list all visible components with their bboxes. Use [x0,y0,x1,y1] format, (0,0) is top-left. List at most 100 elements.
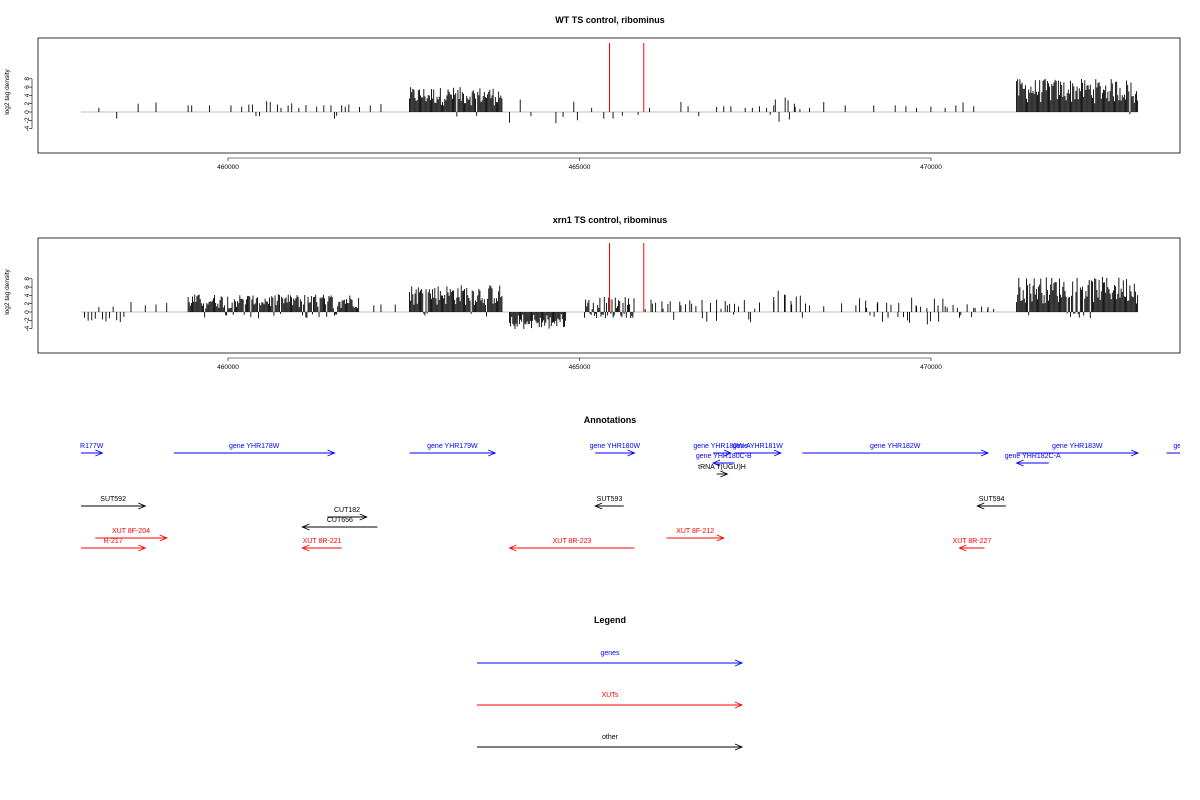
feature-arrowhead [627,449,636,457]
annotation-feature: XUT 8R-223 [508,538,635,552]
y-tick-label: -2 [24,117,31,123]
feature-arrowhead [301,544,310,552]
feature-arrowhead [508,544,517,552]
wt-track-title: WT TS control, ribominus [555,15,665,25]
annotation-label: gene YHR182W [870,443,921,450]
annotation-feature: XUT 8R-221 [301,538,342,552]
x-tick-label: 470000 [920,164,942,171]
feature-arrowhead [159,534,168,542]
x-tick-label: 470000 [920,364,942,371]
wt-track-frame [37,37,1181,154]
annotations-panel: Annotations R177W gene YHR178W gene YHR179… [80,415,1195,552]
legend-panel: Legend genes XUTs other [477,615,744,751]
feature-arrowhead [594,502,603,510]
feature-arrowhead [980,449,990,457]
feature-arrowhead [1130,449,1140,457]
annotation-label: gene Y [1173,443,1195,450]
annotation-label: gene YHR180W [590,443,641,450]
annotation-feature: R-217 [81,538,147,552]
y-tick-label: 8 [24,77,31,81]
annotation-feature: gene Y [1166,443,1195,454]
annotation-label: gene YHR180W-A [693,443,751,450]
xrn1-track-markers [609,243,645,312]
y-tick-label: 4 [24,93,31,97]
x-tick-label: 460000 [217,164,239,171]
feature-arrowhead [138,544,147,552]
xrn1-track-yaxis: -4 -2 0 2 4 6 8 [24,277,33,331]
feature-arrowhead [138,502,147,510]
annotation-label: gene YHR181W [732,443,783,450]
annotation-feature: XUT 8R-227 [953,538,992,552]
legend-label: genes [600,650,620,657]
annotation-label: XUT 8F-212 [676,528,714,535]
annotation-label: gene YHR182C-A [1005,453,1061,460]
annotation-label: SUT592 [100,496,126,503]
annotation-feature: SUT593 [594,496,624,510]
y-tick-label: -4 [24,125,31,131]
legend-title: Legend [594,615,626,625]
annotation-label: tRNA T(UGU)H [698,464,746,471]
annotation-label: XUT 8R-227 [953,538,992,545]
y-tick-label: 2 [24,102,31,106]
feature-arrowhead [1015,459,1024,467]
y-tick-label: -2 [24,317,31,323]
y-tick-label: 4 [24,293,31,297]
feature-arrowhead [716,534,725,542]
annotation-label: gene YHR180C-B [696,453,752,460]
annotation-feature: gene YHR180C-B [696,453,752,467]
xrn1-track-frame [37,237,1181,354]
annotation-feature: XUT 8F-204 [95,528,168,542]
annotation-label: R177W [80,443,104,450]
xrn1-track-ylabel: log2 tag density [4,268,11,314]
annotation-feature: R177W [80,443,104,457]
legend-item: XUTs [477,692,744,709]
annotation-label: SUT594 [979,496,1005,503]
y-tick-label: 6 [24,85,31,89]
wt-track-bars [81,78,1139,124]
annotation-feature: gene YHR180W-A [693,443,751,457]
annotation-feature: SUT594 [976,496,1006,510]
annotation-feature: gene YHR180W [590,443,641,457]
annotation-feature: gene YHR179W [409,443,497,457]
annotation-feature: CUT182 [327,507,368,521]
feature-arrowhead [720,470,729,478]
annotation-label: R-217 [104,538,123,545]
annotation-label: XUT 8F-204 [112,528,150,535]
annotation-label: XUT 8R-221 [303,538,342,545]
annotation-label: gene YHR178W [229,443,280,450]
legend-items: genes XUTs other [477,650,744,751]
annotation-feature: tRNA T(UGU)H [698,464,746,478]
wt-track-markers [609,43,645,112]
y-tick-label: 2 [24,302,31,306]
y-tick-label: 0 [24,110,31,114]
annotation-feature: SUT592 [81,496,147,510]
annotation-feature: XUT 8F-212 [666,528,725,542]
legend-item: other [477,734,744,751]
xrn1-track-panel: xrn1 TS control, ribominus log2 tag dens… [4,215,1181,371]
annotation-feature: gene YHR181W [732,443,783,457]
annotation-label: SUT593 [597,496,623,503]
feature-arrowhead [734,659,744,667]
y-tick-label: 6 [24,285,31,289]
xrn1-track-title: xrn1 TS control, ribominus [553,215,668,225]
feature-arrowhead [488,449,497,457]
annotation-label: CUT656 [327,517,353,524]
legend-label: XUTs [602,692,619,699]
feature-arrowhead [359,513,368,521]
annotation-label: gene YHR183W [1052,443,1103,450]
y-tick-label: 8 [24,277,31,281]
annotation-feature: CUT656 [301,517,378,531]
annotations-title: Annotations [584,415,637,425]
feature-arrowhead [734,701,744,709]
feature-arrowhead [773,449,783,457]
annotation-label: XUT 8R-223 [553,538,592,545]
feature-arrowhead [327,449,336,457]
annotation-feature: gene YHR182C-A [1005,453,1061,467]
legend-item: genes [477,650,744,667]
annotation-label: gene YHR179W [427,443,478,450]
xrn1-track-xaxis: 460000 465000 470000 [217,357,942,371]
feature-arrowhead [958,544,967,552]
feature-arrowhead [723,449,733,457]
feature-arrowhead [734,743,744,751]
